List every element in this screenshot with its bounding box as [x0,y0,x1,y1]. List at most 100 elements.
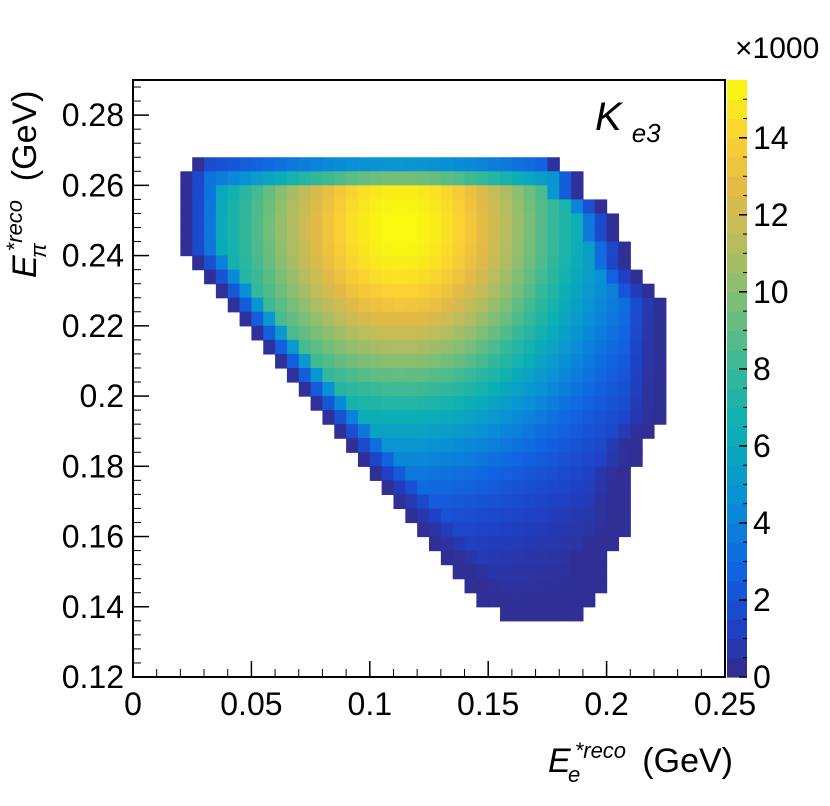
heatmap-cell [523,564,537,580]
heatmap-cell [511,550,525,566]
heatmap-cell [322,410,335,425]
heatmap-cell [298,353,312,369]
heatmap-cell [464,339,477,355]
heatmap-cell [275,255,288,271]
heatmap-cell [440,213,454,229]
heatmap-cell [594,508,608,524]
heatmap-cell [393,297,406,313]
heatmap-cell [440,382,454,397]
heatmap-cell [630,424,643,439]
heatmap-cell [346,199,359,215]
heatmap-cell [417,353,430,369]
heatmap-cell [429,410,442,425]
heatmap-cell [346,255,359,271]
heatmap-cell [215,171,229,186]
heatmap-cell [488,382,501,397]
heatmap-cell [476,508,489,524]
colorbar-segment [727,368,747,389]
heatmap-cell [571,536,584,552]
heatmap-cell [582,508,596,524]
heatmap-cell [559,522,572,538]
heatmap-cell [417,452,430,467]
heatmap-cell [535,199,548,215]
colorbar-tick-label: 0 [753,659,771,695]
heatmap-cell [452,438,466,453]
heatmap-cell [500,311,513,327]
heatmap-cell [215,283,229,299]
heatmap-cell [559,255,572,271]
heatmap-cell [381,480,395,495]
heatmap-cell [204,269,217,285]
heatmap-cell [440,367,454,383]
heatmap-cell [239,241,252,257]
heatmap-cell [417,283,430,299]
heatmap-cell [488,536,501,552]
heatmap-cell [298,283,312,299]
heatmap-cell [500,536,513,552]
heatmap-cell [357,213,371,229]
heatmap-cell [476,325,489,341]
colorbar-segment [727,657,747,678]
heatmap-cell [452,325,466,341]
heatmap-cell [369,382,383,397]
heatmap-cell [594,550,608,566]
heatmap-cell [452,564,466,580]
colorbar-segment [727,214,747,235]
heatmap-cell [547,396,560,411]
heatmap-cell [275,269,288,285]
heatmap-cells [180,157,667,622]
heatmap-cell [559,606,572,622]
heatmap-cell [452,213,466,229]
heatmap-cell [204,255,217,271]
heatmap-cell [346,325,359,341]
heatmap-cell [535,452,548,467]
heatmap-cell [464,227,477,243]
heatmap-cell [571,227,584,243]
heatmap-cell [559,494,572,510]
heatmap-cell [488,283,501,299]
heatmap-cell [606,311,620,327]
heatmap-cell [405,480,418,495]
heatmap-cell [535,171,548,186]
heatmap-cell [642,311,655,327]
heatmap-cell [582,283,596,299]
heatmap-cell [594,396,608,411]
heatmap-cell [476,480,489,495]
heatmap-cell [192,213,205,229]
heatmap-cell [523,213,537,229]
heatmap-cell [251,255,264,271]
heatmap-cell [286,185,300,200]
heatmap-cell [559,410,572,425]
heatmap-cell [523,494,537,510]
heatmap-cell [511,424,525,439]
heatmap-cell [192,227,205,243]
heatmap-cell [381,396,395,411]
heatmap-cell [310,396,324,411]
colorbar-segment [727,311,747,331]
heatmap-cell [476,241,489,257]
heatmap-cell [476,185,489,200]
heatmap-cell [452,157,466,172]
heatmap-cell [511,227,525,243]
heatmap-cell [286,227,300,243]
heatmap-cell [417,480,430,495]
heatmap-cell [310,353,324,369]
colorbar-segment [727,291,747,312]
heatmap-cell [215,269,229,285]
heatmap-cell [369,199,383,215]
heatmap-cell [393,494,406,510]
heatmap-cell [582,325,596,341]
heatmap-cell [594,199,608,215]
heatmap-cell [488,452,501,467]
heatmap-cell [523,606,537,622]
heatmap-cell [511,171,525,186]
colorbar-segment [727,638,747,659]
heatmap-cell [204,171,217,186]
heatmap-cell [547,466,560,481]
heatmap-cell [381,311,395,327]
heatmap-cell [582,424,596,439]
colorbar-segment [727,580,747,601]
heatmap-cell [440,494,454,510]
x-title-unit: (GeV) [642,742,733,780]
heatmap-cell [488,410,501,425]
